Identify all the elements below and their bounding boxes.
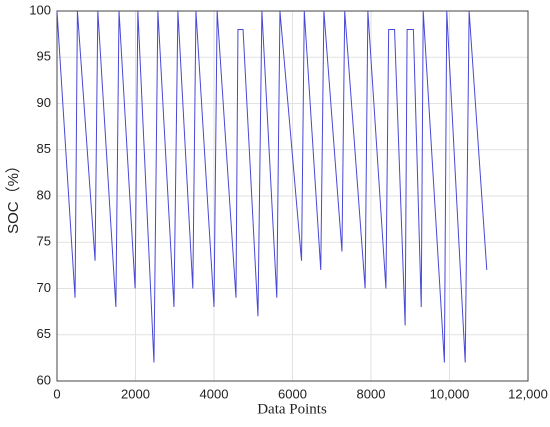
x-axis-label: Data Points (257, 401, 327, 417)
y-tick-label: 80 (37, 187, 51, 202)
y-tick-label: 70 (37, 280, 51, 295)
y-tick-label: 60 (37, 372, 51, 387)
x-tick-label: 12,000 (508, 386, 548, 401)
y-tick-label: 65 (37, 326, 51, 341)
y-axis-label: SOC（%） (5, 158, 22, 234)
x-tick-label: 0 (53, 386, 60, 401)
plot-frame (56, 10, 529, 382)
x-tick-label: 4000 (200, 386, 229, 401)
y-tick-label: 100 (29, 2, 51, 17)
y-tick-label: 90 (37, 95, 51, 110)
x-tick-label: 8000 (357, 386, 386, 401)
y-tick-label: 85 (37, 141, 51, 156)
x-tick-label: 10,000 (430, 386, 470, 401)
y-tick-label: 95 (37, 49, 51, 64)
y-tick-label: 75 (37, 234, 51, 249)
x-tick-label: 6000 (278, 386, 307, 401)
soc-line (56, 10, 488, 363)
x-tick-label: 2000 (121, 386, 150, 401)
